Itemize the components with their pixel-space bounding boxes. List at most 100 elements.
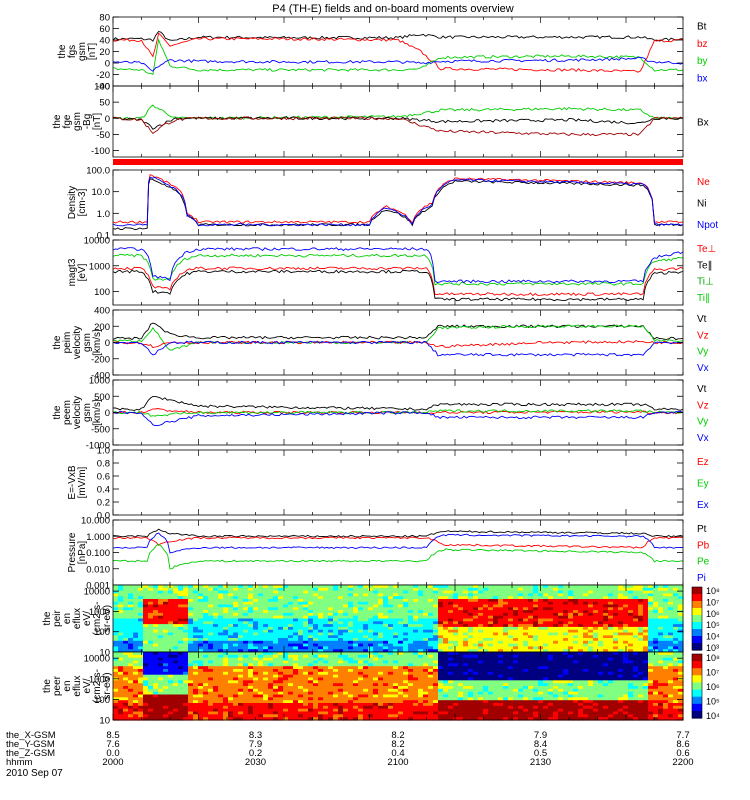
y-axis-label: eV/ — [82, 611, 93, 626]
ephemeris-label: hhmm — [6, 757, 32, 768]
chart-title: P4 (TH-E) fields and on-board moments ov… — [272, 3, 514, 15]
y-axis-label: fgs — [67, 45, 78, 58]
legend-entry: Ni — [697, 199, 706, 210]
legend-entry: Npot — [697, 220, 718, 231]
y-axis-label: magt3 — [67, 258, 78, 286]
ephemeris-value: 8.2 — [391, 730, 404, 741]
legend-entry: Te⊥ — [697, 244, 716, 255]
series-line-Te⊥ — [112, 266, 684, 297]
series-line-Pi — [112, 532, 684, 554]
y-tick-label: 0.100 — [86, 548, 110, 559]
y-tick-label: -20 — [96, 70, 110, 81]
y-axis-label: en — [62, 613, 73, 624]
y-axis-label: E=-VxB — [67, 465, 78, 500]
panel-8: Pt Pb Pe Pi 10.000 1.000 0.100 0.010 0.001 Pressu… — [67, 516, 710, 592]
ephemeris-value: 0.4 — [391, 748, 404, 759]
y-axis-label: velocity — [72, 396, 83, 429]
legend-entry: by — [697, 56, 708, 67]
y-tick-label: 0 — [105, 114, 110, 125]
series-line-black — [112, 116, 684, 130]
time-tick-label: 2030 — [245, 757, 266, 768]
panel-2: Bx 100 50 0 -50 -100 the fge gsm -Bg [nT] — [52, 82, 709, 158]
series-line-Vx — [112, 340, 684, 357]
ephemeris-value: 0.0 — [106, 748, 119, 759]
series-line-Ni — [112, 178, 684, 231]
series-line-Pt — [112, 528, 684, 538]
legend-entry: Te∥ — [697, 260, 713, 271]
ephemeris-value: 8.3 — [249, 730, 262, 741]
y-tick-label: 1.0 — [97, 209, 110, 220]
panel-4: Te⊥ Te∥ Ti⊥ Ti∥ 10000 1000 100 magt3 [eV] — [67, 236, 716, 306]
y-axis-label: peem — [62, 400, 73, 425]
legend-entry: Pe — [697, 557, 710, 568]
legend-entry: Vt — [697, 314, 707, 325]
colorbar-tick-label: 10⁸ — [706, 586, 720, 596]
panel-frame — [112, 85, 684, 158]
time-tick-label: 2000 — [102, 757, 123, 768]
y-axis-label: sr-eV) — [102, 605, 113, 632]
y-axis-label: gsm — [82, 403, 93, 422]
y-tick-label: 0.001 — [86, 581, 110, 592]
y-tick-label: -400 — [91, 371, 110, 382]
legend-entry: Ti⊥ — [697, 277, 714, 288]
ephemeris-value: 8.5 — [106, 730, 119, 741]
y-tick-label: 1.0 — [97, 446, 110, 457]
series-line-Vy — [112, 324, 683, 351]
y-tick-label: 100 — [94, 627, 110, 638]
legend-entry: Ne — [697, 177, 710, 188]
y-tick-label: 200 — [94, 322, 110, 333]
panel-10: 10⁸ 10⁷ 10⁶ 10⁵ 10⁴ 10000 1000 100 10 the peer en ef… — [42, 651, 720, 727]
y-tick-label: 10000 — [84, 654, 110, 665]
y-axis-label: [mV/m] — [77, 466, 88, 498]
series-line-Vt — [113, 395, 684, 411]
ephemeris-value: 0.5 — [534, 748, 547, 759]
panel-3: Ne Ni Npot 100.0 10.0 1.0 0.1 Density [cm-3] — [67, 166, 718, 242]
y-tick-label: 100 — [94, 695, 110, 706]
y-axis-label: Density — [67, 186, 78, 219]
ephemeris-value: 8.2 — [391, 739, 404, 750]
y-tick-label: 0.010 — [86, 564, 110, 575]
y-tick-label: 20 — [99, 47, 110, 58]
time-tick-label: 2200 — [672, 757, 693, 768]
y-axis-label: peir — [52, 609, 63, 626]
series-line-red — [112, 116, 684, 137]
y-tick-label: 0.4 — [97, 485, 110, 496]
time-tick-label: 2130 — [530, 757, 551, 768]
y-axis-label: eV/ — [82, 678, 93, 693]
y-axis-label: the — [52, 335, 63, 349]
y-axis-label: the — [42, 611, 53, 625]
y-tick-label: 1000 — [89, 607, 110, 618]
y-axis-label: the — [57, 44, 68, 58]
ephemeris-value: 7.7 — [676, 730, 689, 741]
y-axis-label: the — [42, 679, 53, 693]
legend-entry: Bx — [697, 118, 709, 129]
y-tick-label: 0.2 — [97, 498, 110, 509]
y-tick-label: 0 — [105, 338, 110, 349]
series-line-Npot — [112, 176, 684, 227]
colorbar: 10⁸ 10⁷ 10⁶ 10⁵ 10⁴ — [691, 653, 720, 721]
y-tick-label: 10.000 — [81, 516, 110, 527]
y-axis-label: en — [62, 680, 73, 691]
y-tick-label: 500 — [94, 392, 110, 403]
series-line-Te∥ — [112, 269, 684, 302]
series-line-Vy — [112, 409, 684, 417]
y-axis-label: [km/s] — [92, 329, 103, 356]
colorbar-tick-label: 10³ — [706, 643, 719, 653]
panel-7: Ez Ey Ex 1.0 0.8 0.6 0.4 0.2 0.0 E=-VxB [mV/m] — [67, 446, 709, 522]
series-line-Ti∥ — [112, 253, 684, 286]
legend-entry: Vz — [697, 400, 709, 411]
y-tick-label: 0.1 — [97, 231, 110, 242]
date-label: 2010 Sep 07 — [6, 768, 63, 779]
y-tick-label: -40 — [96, 82, 110, 93]
colorbar-tick-label: 10⁶ — [706, 682, 720, 692]
colorbar-tick-label: 10⁶ — [706, 609, 720, 619]
y-tick-label: 1000 — [89, 674, 110, 685]
y-axis-label: [eV] — [77, 263, 88, 281]
colorbar-tick-label: 10⁵ — [706, 697, 720, 707]
legend-entry: Vt — [697, 384, 707, 395]
y-axis-label: peim — [62, 332, 73, 354]
